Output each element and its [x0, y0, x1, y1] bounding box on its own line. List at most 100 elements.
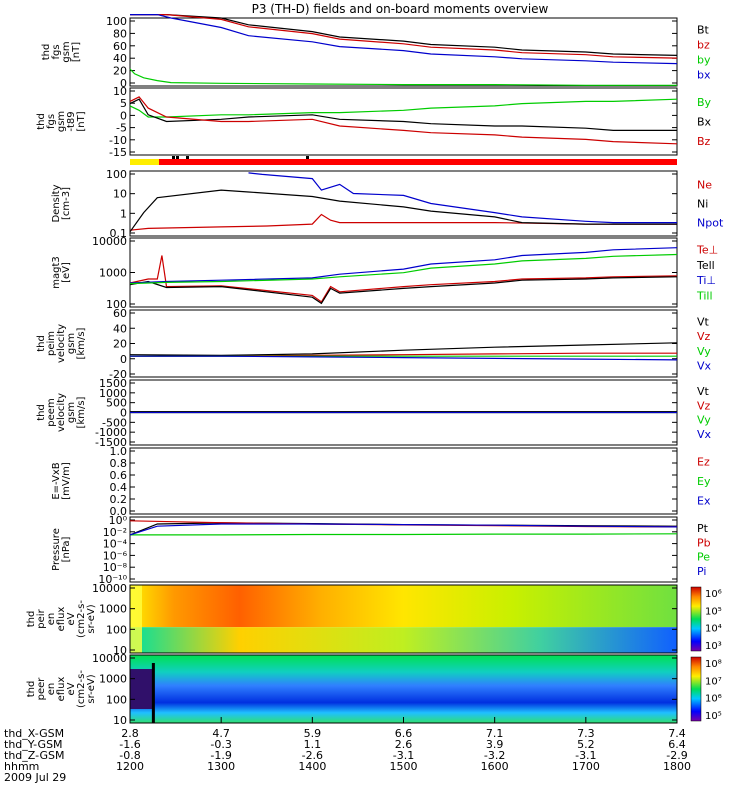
y-axis-label-line: E=-VxB [51, 462, 62, 499]
y-tick-label: 0.8 [110, 457, 128, 470]
y-axis-label: thd peem velocity gsm [km/s] [36, 393, 87, 432]
ion-spectrogram-high [130, 585, 677, 628]
y-tick-label: -1500 [95, 436, 127, 449]
y-tick-label: 10⁻² [103, 526, 127, 539]
y-axis-label-line: gsm [66, 333, 77, 354]
legend-bz: bz [697, 39, 710, 52]
panel-frame [129, 17, 678, 87]
ephemeris-value: 7.1 [486, 727, 504, 740]
y-axis-label-line: sr-eV) [86, 674, 97, 703]
y-tick-label: 100 [106, 15, 127, 28]
x-tick-label: 1500 [390, 760, 418, 773]
ephemeris-value: -1.9 [210, 749, 231, 762]
y-tick-label: 20 [113, 338, 127, 351]
y-tick-label: 100 [106, 298, 127, 311]
y-tick-label: 40 [113, 52, 127, 65]
y-tick-label: -15 [109, 146, 127, 159]
x-date-label: 2009 Jul 29 [4, 771, 66, 784]
series-line-vx [130, 355, 678, 361]
status-mark [306, 156, 309, 159]
y-axis-label: Density [cm-3] [51, 184, 72, 222]
y-tick-label: -10 [109, 134, 127, 147]
ephemeris-value: -3.1 [575, 749, 596, 762]
colorbar-tick-label: 10⁵ [705, 711, 722, 722]
ephemeris-value: -1.6 [119, 738, 140, 751]
legend-vx: Vx [697, 428, 712, 441]
series-line-pi [129, 523, 678, 536]
legend-vx: Vx [697, 360, 712, 373]
y-axis-label-line: [nT] [76, 111, 87, 131]
ephemeris-value: -2.9 [666, 749, 687, 762]
y-axis-label-line: eflux [56, 677, 67, 702]
y-axis-label: thd fgs gsm -t89 [nT] [36, 111, 87, 132]
y-tick-label: 1000 [99, 267, 127, 280]
y-axis-label-line: [nT] [71, 42, 82, 62]
y-axis-label-line: en [46, 613, 57, 626]
legend-ex: Ex [697, 494, 711, 507]
y-axis-label-line: peem [46, 398, 57, 426]
y-axis-label-line: velocity [56, 393, 67, 432]
y-axis-label-line: thd [26, 681, 37, 698]
electron-spectrogram [130, 655, 677, 723]
status-bar-red [159, 159, 677, 165]
ephemeris-value: 2.6 [395, 738, 413, 751]
y-tick-label: 10⁻⁸ [103, 561, 128, 574]
ephemeris-value: 7.3 [577, 727, 595, 740]
colorbar-tick-label: 10⁶ [705, 694, 722, 705]
legend-tell: Tell [696, 259, 715, 272]
y-tick-label: 1500 [99, 377, 127, 390]
x-axis-group: thd_X-GSM thd_Y-GSM thd_Z-GSM hhmm 2009 … [4, 717, 691, 784]
status-mark [186, 156, 189, 159]
y-tick-label: 100 [106, 168, 127, 181]
series-line-bt [130, 14, 678, 56]
y-axis-label-line: eflux [56, 607, 67, 632]
series-line-bx [129, 98, 677, 131]
ephemeris-value: -0.8 [119, 749, 140, 762]
ephemeris-value: -0.3 [210, 738, 231, 751]
series-line-pe [130, 533, 678, 536]
series-line-vt [129, 342, 678, 357]
legend-till: Till [696, 289, 713, 302]
panel-frame [129, 584, 678, 654]
status-bar-yellow [130, 159, 159, 165]
y-tick-label: 100 [106, 693, 127, 706]
y-tick-label: 10 [113, 85, 127, 98]
y-tick-label: 80 [113, 27, 127, 40]
y-axis-label-line: thd [26, 611, 37, 628]
y-axis-label-line: peer [36, 677, 47, 701]
y-axis-label-line: -t89 [66, 111, 77, 131]
y-axis-label-line: eV [66, 612, 77, 625]
ephemeris-value: 7.4 [668, 727, 686, 740]
legend-bt: Bt [697, 24, 710, 37]
legend-vz: Vz [697, 399, 711, 412]
series-line-till [129, 253, 678, 285]
y-tick-label: 20 [113, 65, 127, 78]
y-axis-label-line: eV [66, 682, 77, 695]
y-tick-label: 10000 [92, 235, 127, 248]
x-row-label-1: thd_Y-GSM [4, 738, 63, 751]
y-tick-label: 0 [120, 109, 127, 122]
y-tick-label: 0.4 [110, 481, 128, 494]
legend-bz: Bz [697, 135, 711, 148]
y-tick-label: 1000 [99, 603, 127, 616]
y-axis-label: thd fgs gsm [nT] [41, 41, 82, 62]
x-tick-label: 1800 [663, 760, 691, 773]
colorbar-tick-label: 10⁸ [705, 659, 722, 670]
figure-title: P3 (TH-D) fields and on-board moments ov… [252, 2, 549, 16]
ion-spectrogram-early [130, 585, 142, 653]
legend-bx: Bx [697, 116, 712, 129]
y-axis-label-line: gsm [61, 41, 72, 62]
x-tick-label: 1700 [572, 760, 600, 773]
y-tick-label: 10000 [92, 582, 127, 595]
y-tick-label: 0.0 [110, 505, 128, 518]
ephemeris-value: -3.2 [484, 749, 505, 762]
legend-vy: Vy [697, 345, 711, 358]
y-axis-label: magt3 [eV] [51, 256, 72, 289]
electron-spectrogram-dark [130, 669, 154, 709]
y-tick-label: 500 [106, 397, 127, 410]
y-axis-label: E=-VxB [mV/m] [51, 462, 72, 500]
series-line-ne [129, 213, 677, 231]
ephemeris-value: -3.1 [393, 749, 414, 762]
legend-ti⊥: Ti⊥ [696, 274, 716, 287]
legend-bx: bx [697, 69, 711, 82]
